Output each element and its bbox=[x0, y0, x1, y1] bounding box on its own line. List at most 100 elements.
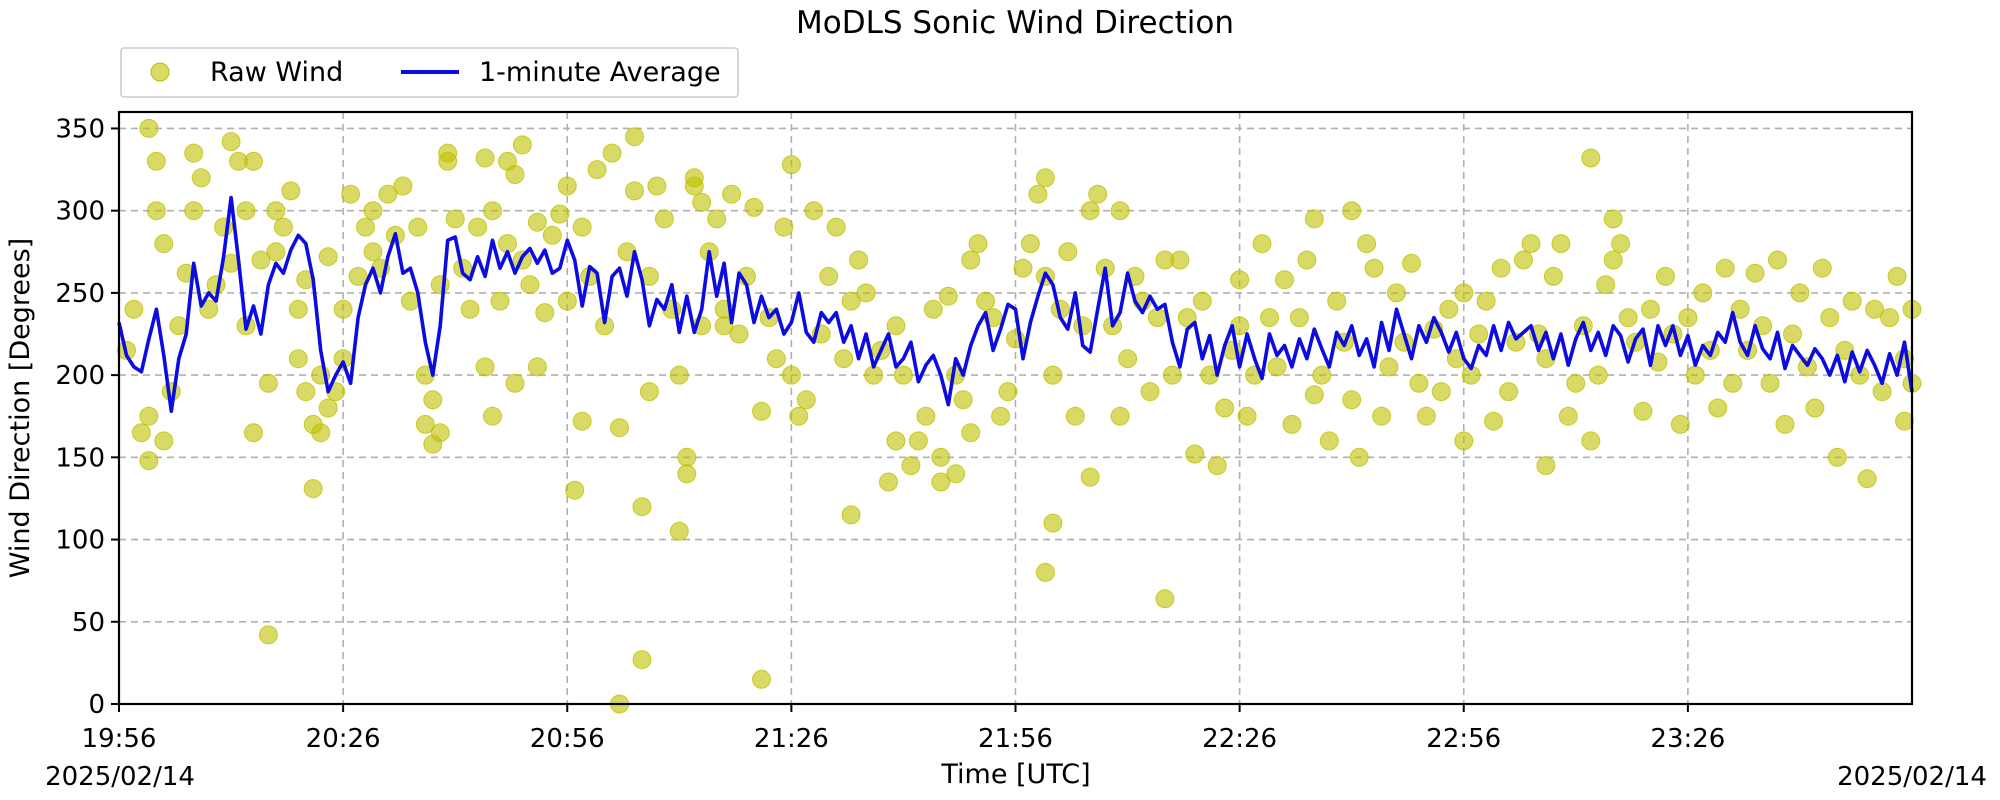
raw-wind-point bbox=[677, 464, 697, 484]
raw-wind-point bbox=[1252, 234, 1272, 254]
raw-wind-point bbox=[752, 401, 771, 421]
raw-wind-point bbox=[1192, 291, 1212, 311]
raw-wind-point bbox=[318, 398, 338, 418]
raw-wind-point bbox=[393, 176, 413, 196]
raw-wind-point bbox=[258, 625, 278, 645]
raw-wind-point bbox=[1596, 275, 1616, 295]
raw-wind-point bbox=[610, 418, 629, 438]
raw-wind-point bbox=[146, 201, 166, 221]
raw-wind-point bbox=[1416, 406, 1436, 426]
raw-wind-point bbox=[131, 423, 151, 443]
raw-wind-point bbox=[669, 521, 689, 541]
raw-wind-point bbox=[341, 184, 361, 204]
raw-wind-point bbox=[639, 382, 659, 402]
raw-wind-point bbox=[572, 411, 592, 431]
raw-wind-point bbox=[1723, 373, 1743, 393]
raw-wind-point bbox=[991, 406, 1011, 426]
raw-wind-point bbox=[1618, 308, 1638, 328]
raw-wind-point bbox=[1805, 398, 1825, 418]
raw-wind-point bbox=[1207, 456, 1227, 476]
y-tick-label: 50 bbox=[72, 608, 105, 638]
raw-wind-point bbox=[938, 286, 958, 306]
raw-wind-point bbox=[1611, 234, 1631, 254]
raw-wind-point bbox=[625, 181, 644, 201]
raw-wind-point bbox=[498, 234, 517, 254]
raw-wind-point bbox=[1379, 357, 1399, 377]
raw-wind-point bbox=[1678, 308, 1698, 328]
raw-wind-point bbox=[1387, 283, 1406, 303]
raw-wind-point bbox=[251, 250, 271, 270]
raw-wind-point bbox=[1887, 266, 1907, 286]
x-tick-label: 21:56 bbox=[978, 724, 1053, 754]
legend: Raw Wind 1-minute Average bbox=[120, 47, 739, 98]
raw-wind-point bbox=[1402, 253, 1421, 273]
raw-wind-point bbox=[146, 151, 166, 171]
raw-wind-point bbox=[1185, 444, 1205, 464]
raw-wind-point bbox=[273, 217, 293, 237]
raw-wind-point bbox=[423, 390, 443, 410]
raw-wind-point bbox=[826, 217, 846, 237]
raw-wind-point bbox=[1865, 299, 1885, 319]
raw-wind-point bbox=[774, 217, 794, 237]
raw-wind-point bbox=[976, 291, 996, 311]
raw-wind-point bbox=[1491, 258, 1511, 278]
raw-wind-point bbox=[236, 201, 256, 221]
raw-wind-point bbox=[1715, 258, 1735, 278]
raw-wind-point bbox=[841, 291, 861, 311]
raw-wind-point bbox=[266, 201, 286, 221]
raw-wind-point bbox=[998, 382, 1018, 402]
raw-wind-point bbox=[557, 176, 577, 196]
raw-wind-point bbox=[781, 365, 801, 385]
raw-wind-point bbox=[602, 143, 622, 163]
raw-wind-point bbox=[1304, 385, 1324, 405]
raw-wind-point bbox=[408, 217, 428, 237]
raw-wind-point bbox=[647, 176, 667, 196]
raw-wind-point bbox=[1783, 324, 1802, 344]
raw-wind-point bbox=[1035, 168, 1055, 188]
y-tick-label: 300 bbox=[55, 197, 105, 227]
x-axis-ticks: 19:56 20:26 20:56 21:26 21:56 22:26 22:56 23:26 bbox=[82, 704, 1725, 754]
raw-wind-point bbox=[468, 217, 488, 237]
raw-wind-point bbox=[714, 316, 734, 336]
raw-wind-point bbox=[1812, 258, 1832, 278]
raw-wind-point bbox=[490, 291, 510, 311]
raw-wind-point bbox=[333, 299, 353, 319]
raw-wind-point bbox=[1454, 283, 1474, 303]
raw-wind-point bbox=[378, 184, 398, 204]
raw-wind-point bbox=[587, 160, 607, 180]
raw-wind-point bbox=[184, 201, 204, 221]
raw-wind-point bbox=[363, 201, 383, 221]
raw-wind-point bbox=[1641, 299, 1660, 319]
raw-wind-point bbox=[729, 324, 749, 344]
raw-wind-point bbox=[1850, 365, 1870, 385]
raw-wind-point bbox=[1043, 513, 1063, 533]
raw-wind-point bbox=[535, 303, 555, 323]
raw-wind-point bbox=[1230, 270, 1250, 290]
raw-wind-point bbox=[804, 201, 824, 221]
raw-wind-point bbox=[1895, 411, 1914, 431]
raw-wind-point bbox=[199, 299, 219, 319]
raw-wind-point bbox=[789, 406, 809, 426]
raw-wind-point bbox=[1685, 365, 1705, 385]
raw-wind-point bbox=[1170, 250, 1190, 270]
raw-wind-point bbox=[752, 669, 771, 689]
raw-wind-point bbox=[258, 373, 278, 393]
raw-wind-point bbox=[893, 365, 913, 385]
raw-wind-point bbox=[796, 390, 816, 410]
raw-wind-point bbox=[288, 349, 308, 369]
raw-wind-point bbox=[1730, 299, 1750, 319]
y-tick-label: 150 bbox=[55, 443, 105, 473]
raw-wind-point bbox=[475, 148, 495, 168]
raw-wind-point bbox=[281, 181, 301, 201]
start-date-label: 2025/02/14 bbox=[45, 762, 195, 792]
raw-wind-point bbox=[819, 266, 839, 286]
raw-wind-point bbox=[1282, 414, 1302, 434]
y-tick-label: 200 bbox=[55, 361, 105, 391]
raw-wind-point bbox=[1237, 406, 1257, 426]
x-tick-label: 22:26 bbox=[1202, 724, 1277, 754]
raw-wind-point bbox=[879, 472, 898, 492]
raw-wind-point bbox=[931, 447, 951, 467]
raw-wind-point bbox=[1110, 201, 1130, 221]
raw-wind-point bbox=[1670, 414, 1690, 434]
